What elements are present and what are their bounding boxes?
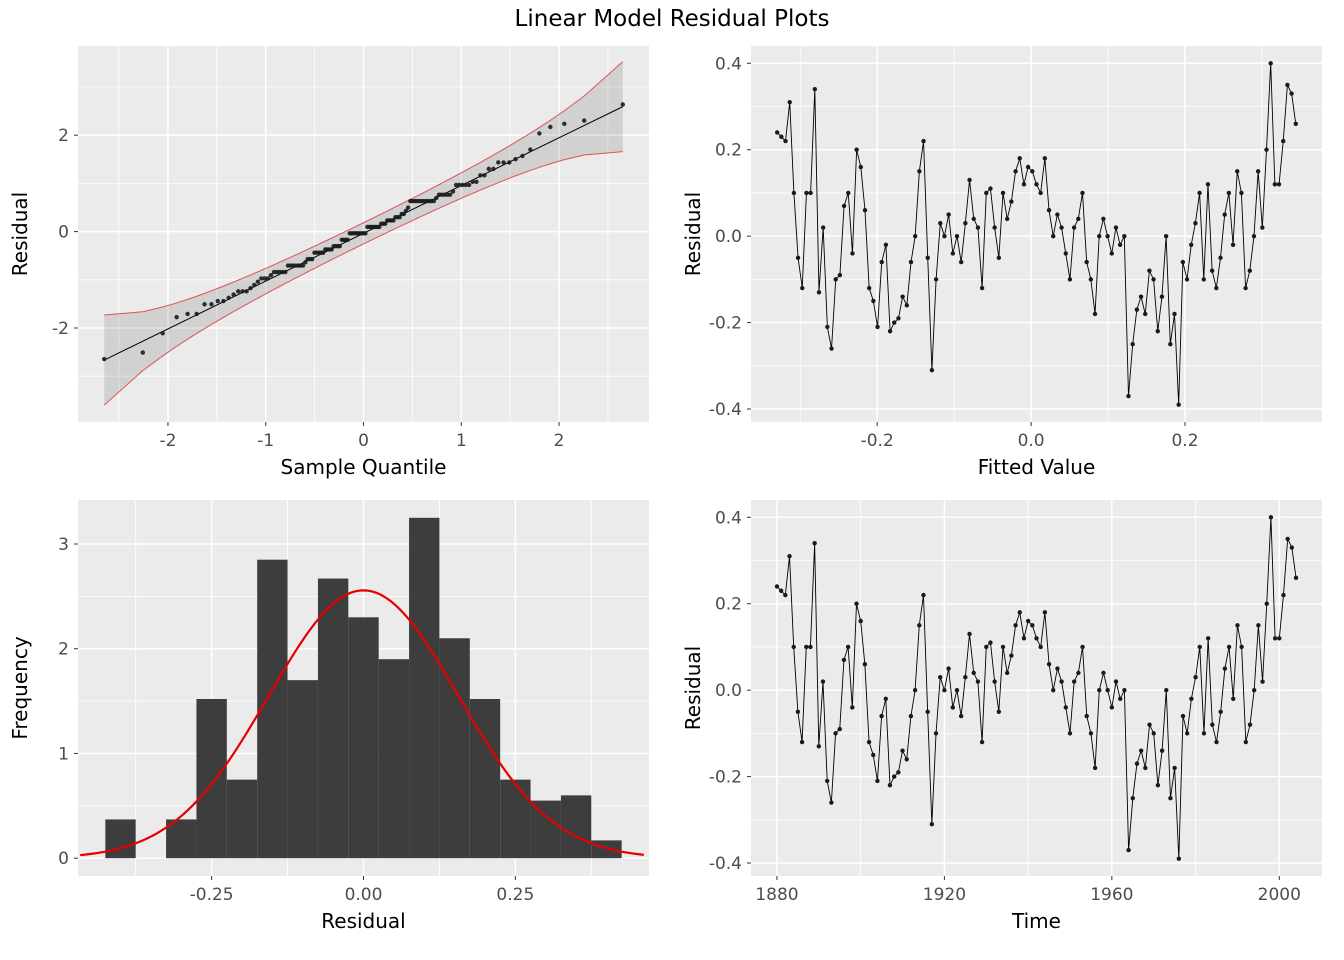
x-axis-title: Residual [321, 909, 405, 933]
svg-text:-0.2: -0.2 [861, 431, 894, 451]
panel-background [751, 46, 1322, 422]
svg-text:0.0: 0.0 [715, 227, 742, 247]
svg-text:0.2: 0.2 [715, 141, 742, 161]
svg-text:0.4: 0.4 [715, 508, 742, 528]
svg-text:-0.2: -0.2 [709, 314, 742, 334]
svg-text:2000: 2000 [1258, 885, 1301, 905]
residual-vs-time-canvas: 1880 1920 1960 2000 -0.4 -0.2 0.0 0.2 0.4 Time Res… [681, 500, 1322, 933]
axis-tick-marks [747, 62, 1186, 426]
svg-text:0.2: 0.2 [715, 595, 742, 615]
axis-tick-labels: -0.2 0.0 0.2 -0.4 -0.2 0.0 0.2 0.4 [709, 54, 1199, 451]
y-axis-title: Residual [8, 192, 32, 276]
svg-text:3: 3 [58, 535, 69, 555]
major-gridlines [751, 46, 1322, 422]
svg-text:-0.2: -0.2 [709, 768, 742, 788]
figure-title: Linear Model Residual Plots [514, 6, 830, 32]
svg-text:1: 1 [58, 744, 69, 764]
svg-text:0.0: 0.0 [1018, 431, 1045, 451]
svg-text:-0.4: -0.4 [709, 400, 742, 420]
y-axis-title: Residual [681, 646, 705, 730]
svg-text:-0.25: -0.25 [190, 885, 234, 905]
svg-text:2: 2 [554, 431, 565, 451]
svg-text:1960: 1960 [1090, 885, 1133, 905]
svg-text:1920: 1920 [923, 885, 966, 905]
axis-tick-labels: -0.25 0.00 0.25 0 1 2 3 [58, 535, 534, 905]
svg-text:0.0: 0.0 [715, 681, 742, 701]
normal-density-curve [79, 589, 645, 857]
major-gridlines [78, 46, 649, 422]
svg-text:-2: -2 [159, 431, 176, 451]
panel-residual-histogram: -0.25 0.00 0.25 0 1 2 3 Residual Frequency [8, 490, 663, 940]
qq-points [101, 102, 626, 362]
series-points [774, 515, 1299, 861]
panel-residual-vs-time: 1880 1920 1960 2000 -0.4 -0.2 0.0 0.2 0.4 Time Res… [681, 490, 1336, 940]
axis-tick-marks [74, 134, 560, 426]
svg-text:1880: 1880 [755, 885, 798, 905]
qq-band-upper-edge [104, 61, 624, 316]
svg-text:0.4: 0.4 [715, 54, 742, 74]
svg-text:0.2: 0.2 [1171, 431, 1198, 451]
svg-text:0.25: 0.25 [496, 885, 534, 905]
svg-text:0: 0 [358, 431, 369, 451]
residual-vs-fitted-canvas: -0.2 0.0 0.2 -0.4 -0.2 0.0 0.2 0.4 Fitted Value R… [681, 46, 1322, 479]
svg-text:-1: -1 [257, 431, 274, 451]
x-axis-title: Sample Quantile [281, 455, 447, 479]
svg-text:0.00: 0.00 [345, 885, 383, 905]
x-axis-title: Fitted Value [978, 455, 1096, 479]
histogram-bars [105, 517, 622, 859]
x-axis-title: Time [1011, 909, 1061, 933]
svg-text:0: 0 [58, 223, 69, 243]
svg-text:-2: -2 [52, 319, 69, 339]
svg-text:2: 2 [58, 126, 69, 146]
series-points [774, 61, 1298, 407]
svg-text:-0.4: -0.4 [709, 854, 742, 874]
axis-tick-labels: -2 -1 0 1 2 -2 0 2 [52, 126, 564, 451]
axis-tick-labels: 1880 1920 1960 2000 -0.4 -0.2 0.0 0.2 0.4 [709, 508, 1301, 905]
svg-text:2: 2 [58, 640, 69, 660]
axis-tick-marks [74, 543, 516, 880]
qq-plot-canvas: -2 -1 0 1 2 -2 0 2 Sample Quantile Residual [8, 46, 649, 479]
y-axis-title: Frequency [8, 636, 32, 739]
plot-grid: -2 -1 0 1 2 -2 0 2 Sample Quantile Residual -0.2 0… [8, 36, 1336, 940]
y-axis-title: Residual [681, 192, 705, 276]
qq-band-lower-edge [103, 151, 623, 406]
svg-text:1: 1 [456, 431, 467, 451]
panel-qq-plot: -2 -1 0 1 2 -2 0 2 Sample Quantile Residual [8, 36, 663, 486]
svg-text:0: 0 [58, 849, 69, 869]
minor-gridlines [751, 500, 1322, 876]
residual-histogram-canvas: -0.25 0.00 0.25 0 1 2 3 Residual Frequency [8, 500, 649, 933]
axis-tick-marks [747, 516, 1280, 880]
panel-background [751, 500, 1322, 876]
panel-residual-vs-fitted: -0.2 0.0 0.2 -0.4 -0.2 0.0 0.2 0.4 Fitted Value R… [681, 36, 1336, 486]
